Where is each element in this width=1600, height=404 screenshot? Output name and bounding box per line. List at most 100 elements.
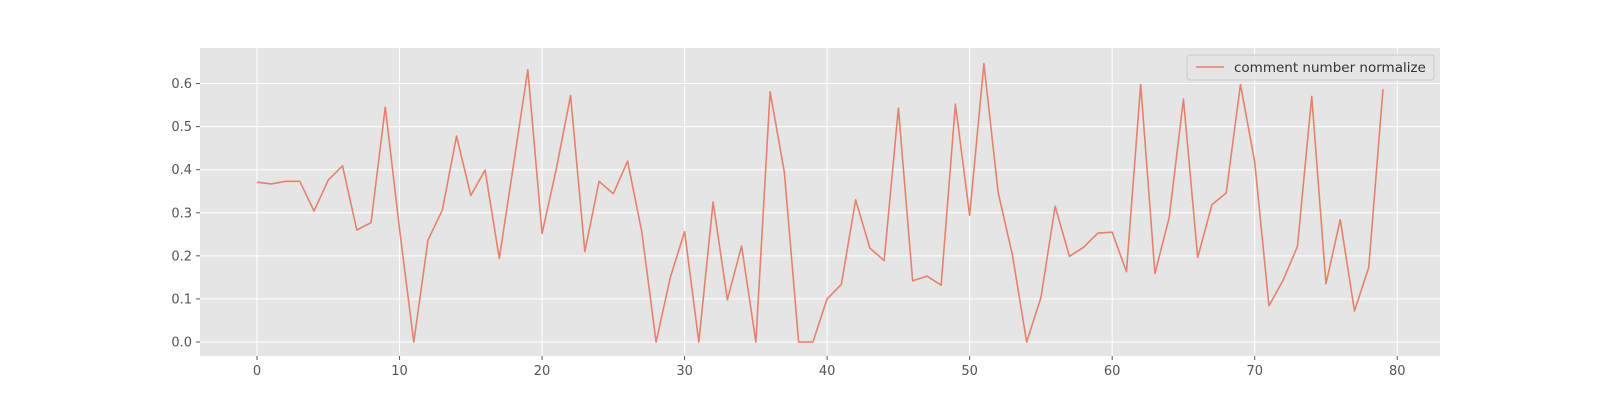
- data-point: [497, 256, 501, 260]
- x-tick-label: 40: [819, 364, 836, 379]
- data-point: [255, 180, 259, 184]
- x-tick-label: 70: [1246, 364, 1263, 379]
- y-axis-ticks: 0.0 0.1 0.2 0.3 0.4 0.5 0.6: [171, 77, 200, 351]
- data-point: [412, 340, 416, 344]
- data-point: [554, 167, 558, 171]
- data-point: [1352, 309, 1356, 313]
- data-point: [1053, 204, 1057, 208]
- data-point: [1367, 265, 1371, 269]
- series-line: [256, 62, 1384, 343]
- x-axis-ticks: 0 10 20 30 40 50 60 70 80: [253, 356, 1406, 379]
- data-point: [654, 340, 658, 344]
- y-tick-label: 0.4: [171, 163, 192, 178]
- data-point: [426, 238, 430, 242]
- data-point: [740, 244, 744, 248]
- data-point: [1167, 216, 1171, 220]
- data-point: [1082, 245, 1086, 249]
- data-point: [854, 198, 858, 202]
- data-point: [1039, 296, 1043, 300]
- data-point: [1381, 87, 1385, 91]
- data-point: [1295, 244, 1299, 248]
- data-point: [355, 228, 359, 232]
- data-point: [1267, 304, 1271, 308]
- data-point: [440, 208, 444, 212]
- data-point: [1096, 231, 1100, 235]
- data-point: [469, 194, 473, 198]
- legend-box: [1186, 54, 1435, 81]
- grid-lines: [200, 48, 1440, 356]
- data-point: [483, 168, 487, 172]
- x-tick-label: 30: [676, 364, 693, 379]
- data-point: [341, 164, 345, 168]
- data-point: [569, 94, 573, 98]
- data-point: [1139, 82, 1143, 86]
- legend-series-label: comment number normalize: [1234, 60, 1426, 76]
- data-point: [754, 340, 758, 344]
- series-layer: [255, 62, 1385, 344]
- data-point: [312, 209, 316, 213]
- data-point: [269, 182, 273, 186]
- data-point: [825, 297, 829, 301]
- data-point: [369, 221, 373, 225]
- data-point: [968, 213, 972, 217]
- data-point: [683, 230, 687, 234]
- data-point: [996, 191, 1000, 195]
- y-tick-label: 0.3: [171, 206, 192, 221]
- x-tick-label: 50: [961, 364, 978, 379]
- x-tick-label: 60: [1104, 364, 1121, 379]
- data-point: [526, 68, 530, 72]
- data-point: [1253, 160, 1257, 164]
- y-tick-label: 0.6: [171, 77, 192, 92]
- data-point: [697, 340, 701, 344]
- data-point: [1210, 203, 1214, 207]
- data-point: [839, 282, 843, 286]
- data-point: [925, 274, 929, 278]
- data-point: [782, 170, 786, 174]
- data-point: [455, 134, 459, 138]
- data-point: [1110, 230, 1114, 234]
- data-point: [811, 340, 815, 344]
- data-point: [611, 192, 615, 196]
- data-point: [768, 90, 772, 94]
- data-point: [797, 340, 801, 344]
- data-point: [882, 259, 886, 263]
- data-point: [982, 62, 986, 66]
- data-point: [640, 230, 644, 234]
- x-tick-label: 20: [534, 364, 551, 379]
- data-point: [725, 298, 729, 302]
- data-point: [1067, 254, 1071, 258]
- data-point: [868, 246, 872, 250]
- data-point: [326, 178, 330, 182]
- data-point: [1025, 340, 1029, 344]
- data-point: [953, 102, 957, 106]
- data-point: [284, 179, 288, 183]
- y-tick-label: 0.1: [171, 292, 192, 307]
- data-point: [383, 105, 387, 109]
- data-point: [1153, 272, 1157, 276]
- data-point: [911, 279, 915, 283]
- x-tick-label: 10: [391, 364, 408, 379]
- data-point: [1310, 94, 1314, 98]
- data-point: [711, 200, 715, 204]
- data-point: [896, 106, 900, 110]
- plot-background: [200, 48, 1440, 356]
- data-point: [668, 275, 672, 279]
- y-tick-label: 0.0: [171, 336, 192, 351]
- data-point: [1281, 278, 1285, 282]
- data-point: [1224, 191, 1228, 195]
- x-tick-label: 80: [1389, 364, 1406, 379]
- data-point: [540, 231, 544, 235]
- y-tick-label: 0.5: [171, 120, 192, 135]
- data-point: [398, 227, 402, 231]
- legend[interactable]: comment number normalize: [1186, 54, 1435, 81]
- data-point: [1010, 253, 1014, 257]
- data-point: [1181, 97, 1185, 101]
- data-point: [626, 159, 630, 163]
- y-tick-label: 0.2: [171, 249, 192, 264]
- data-point: [1124, 270, 1128, 274]
- data-point: [583, 250, 587, 254]
- data-point: [1338, 218, 1342, 222]
- data-point: [512, 163, 516, 167]
- data-point: [939, 283, 943, 287]
